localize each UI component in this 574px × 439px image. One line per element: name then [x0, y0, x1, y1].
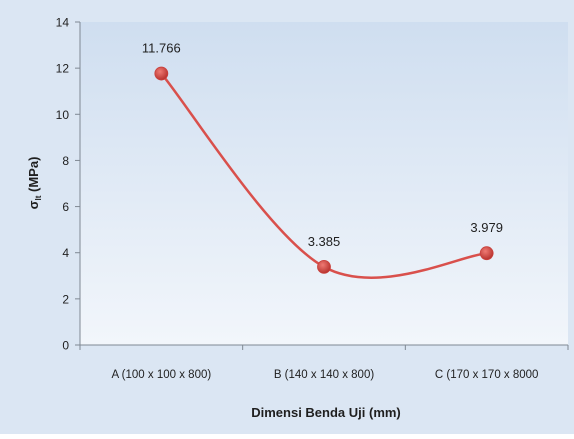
y-tick-label: 2 — [62, 292, 69, 306]
y-axis-title-subscript: lt — [34, 195, 43, 200]
data-label: 11.766 — [142, 41, 181, 56]
y-tick-label: 6 — [62, 200, 69, 214]
y-tick-label: 8 — [62, 154, 69, 168]
y-tick-label: 10 — [56, 108, 70, 122]
y-tick-label: 14 — [56, 16, 70, 30]
y-axis-title-symbol: σ — [26, 200, 41, 209]
data-label: 3.385 — [308, 234, 341, 249]
data-point — [317, 260, 331, 274]
y-axis-title: σlt (MPa) — [26, 157, 43, 210]
y-tick-label: 0 — [62, 339, 69, 353]
y-axis: 0 2 4 6 8 10 12 14 — [56, 16, 81, 353]
data-label: 3.979 — [470, 220, 503, 235]
series-group — [154, 66, 494, 279]
y-tick-label: 12 — [56, 62, 70, 76]
plot-area — [80, 22, 568, 345]
data-point — [479, 246, 494, 261]
x-axis-title: Dimensi Benda Uji (mm) — [251, 405, 401, 420]
y-axis-title-unit: (MPa) — [26, 157, 41, 196]
x-tick-label: C (170 x 170 x 8000 — [435, 369, 539, 381]
x-tick-label: B (140 x 140 x 800) — [274, 369, 375, 381]
x-axis: A (100 x 100 x 800) B (140 x 140 x 800) C … — [79, 344, 569, 381]
y-tick-label: 4 — [62, 246, 69, 260]
x-tick-label: A (100 x 100 x 800) — [111, 369, 211, 381]
data-point — [154, 66, 169, 81]
data-labels: 11.766 3.385 3.979 — [142, 41, 503, 249]
